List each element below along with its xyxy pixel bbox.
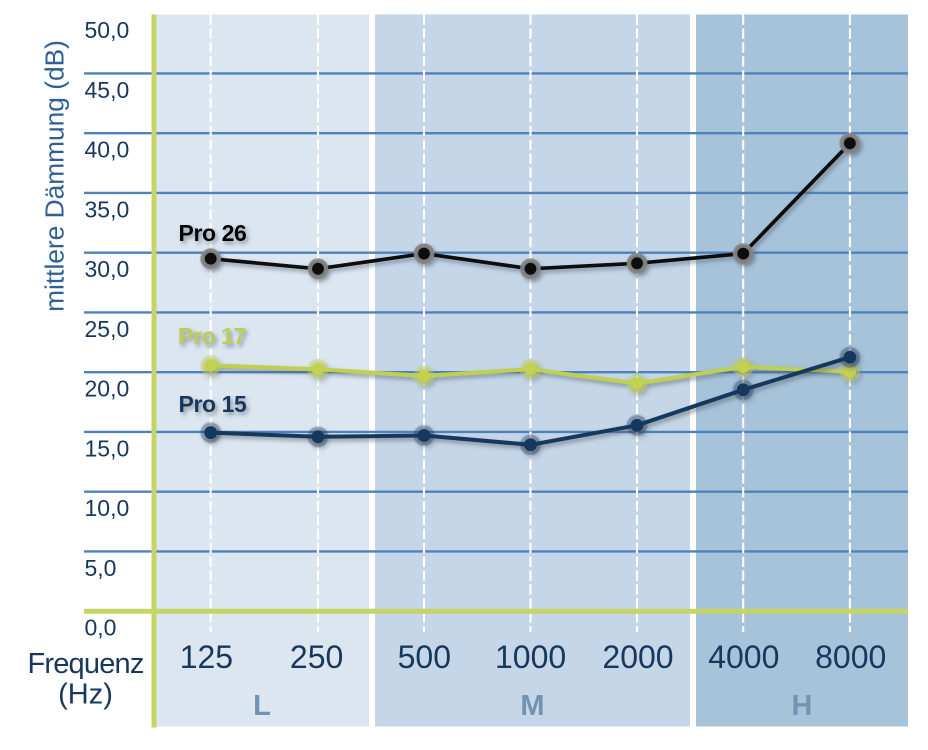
svg-text:L: L bbox=[253, 690, 271, 722]
svg-text:10,0: 10,0 bbox=[85, 495, 130, 521]
svg-text:2000: 2000 bbox=[602, 639, 673, 675]
svg-text:H: H bbox=[792, 690, 813, 722]
svg-text:5,0: 5,0 bbox=[85, 555, 117, 581]
svg-text:0,0: 0,0 bbox=[85, 615, 117, 641]
svg-text:25,0: 25,0 bbox=[85, 316, 130, 342]
svg-text:Pro 26: Pro 26 bbox=[179, 220, 247, 246]
svg-text:15,0: 15,0 bbox=[85, 436, 130, 462]
svg-text:1000: 1000 bbox=[495, 639, 566, 675]
svg-text:4000: 4000 bbox=[708, 639, 779, 675]
svg-text:250: 250 bbox=[290, 639, 343, 675]
svg-text:8000: 8000 bbox=[815, 639, 886, 675]
svg-text:30,0: 30,0 bbox=[85, 256, 130, 282]
svg-text:500: 500 bbox=[398, 639, 451, 675]
svg-text:35,0: 35,0 bbox=[85, 197, 130, 223]
svg-text:(Hz): (Hz) bbox=[58, 679, 113, 711]
svg-text:50,0: 50,0 bbox=[85, 17, 130, 43]
svg-text:45,0: 45,0 bbox=[85, 77, 130, 103]
svg-text:Frequenz: Frequenz bbox=[27, 648, 143, 680]
svg-text:125: 125 bbox=[180, 639, 233, 675]
svg-text:20,0: 20,0 bbox=[85, 376, 130, 402]
svg-text:40,0: 40,0 bbox=[85, 137, 130, 163]
svg-text:Pro 15: Pro 15 bbox=[179, 391, 248, 417]
svg-text:M: M bbox=[520, 690, 544, 722]
svg-text:mittlere Dämmung (dB): mittlere Dämmung (dB) bbox=[39, 40, 69, 312]
svg-text:Pro 17: Pro 17 bbox=[178, 323, 246, 349]
